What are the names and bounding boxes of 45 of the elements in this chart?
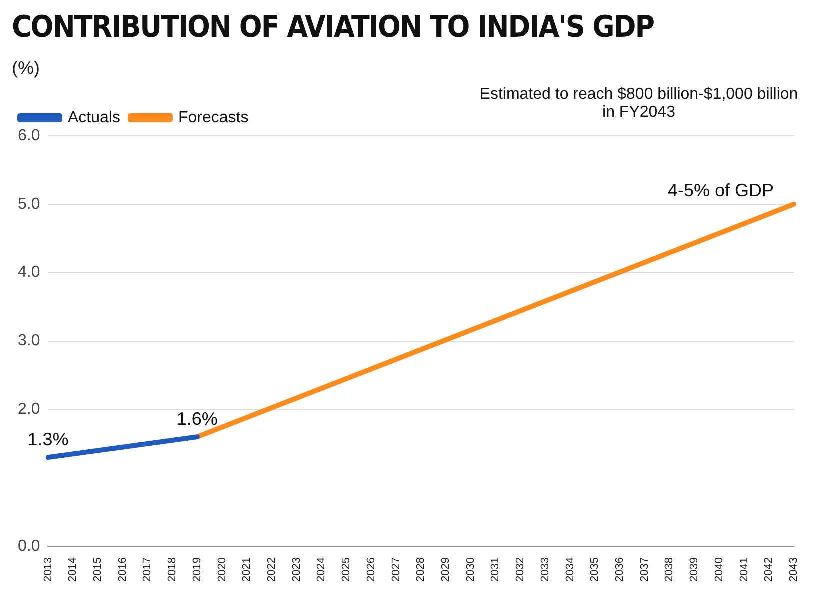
x-tick-label: 2042 [763,558,776,582]
x-tick-label: 2038 [664,558,676,582]
x-tick-label: 2013 [42,558,54,582]
x-tick-label: 2032 [514,558,527,582]
x-tick-label: 2035 [589,558,602,582]
y-axis-title: (%) [12,58,40,79]
x-tick-label: 2034 [564,558,576,582]
y-tick-label: 5.0 [18,196,40,213]
x-tick-label: 2019 [191,558,204,582]
x-tick-label: 2037 [638,558,651,582]
x-tick-label: 2031 [490,558,502,582]
x-tick-label: 2028 [415,558,428,582]
chart-title: CONTRIBUTION OF AVIATION TO INDIA'S GDP [12,10,654,45]
y-tick-label: 2.0 [18,401,40,418]
data-label: 1.3% [28,430,69,450]
x-tick-label: 2014 [67,558,80,582]
x-tick-label: 2030 [464,558,477,582]
x-tick-label: 2039 [688,558,701,582]
y-tick-label: 0.0 [18,538,40,555]
x-tick-label: 2033 [539,558,552,582]
text: Estimated to reach $800 billion-$1,000 billion in FY2043 [478,86,800,122]
x-tick-label: 2043 [788,558,800,582]
x-tick-label: 2029 [440,558,452,582]
x-tick-label: 2015 [92,558,104,582]
x-tick-label: 2020 [216,558,228,582]
x-tick-label: 2021 [241,558,254,582]
x-tick-label: 2027 [390,558,402,582]
y-tick-label: 3.0 [18,332,40,350]
x-tick-label: 2017 [142,558,154,582]
x-tick-label: 2036 [614,558,626,582]
legend-label: Forecasts [178,109,249,126]
data-label: 1.6% [176,409,218,430]
x-tick-label: 2016 [116,558,129,582]
x-tick-label: 2023 [290,558,303,582]
legend-label: Actuals [68,109,120,126]
x-tick-label: 2040 [713,558,726,582]
annotation: 4-5% of GDP [668,180,774,200]
y-tick-label: 4.0 [18,264,40,282]
x-tick-label: 2026 [365,558,378,582]
x-tick-label: 2025 [340,558,353,582]
x-tick-label: 2024 [316,558,328,582]
x-tick-label: 2018 [166,558,179,582]
y-tick-label: 6.0 [18,127,40,144]
x-tick-label: 2022 [266,558,278,582]
x-tick-label: 2041 [738,558,750,582]
